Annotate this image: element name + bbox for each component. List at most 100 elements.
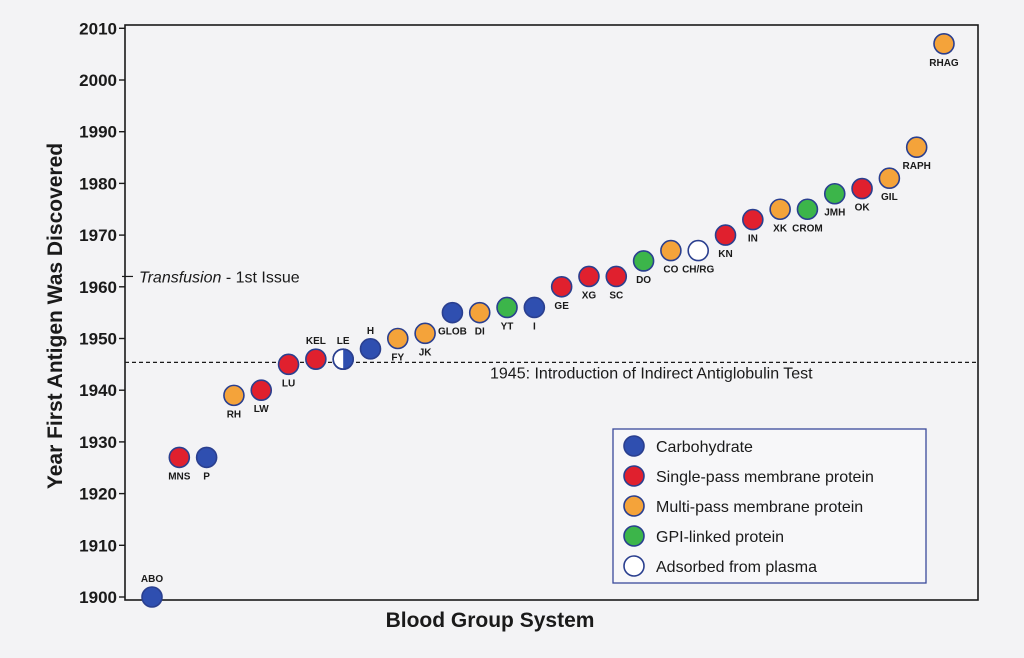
legend-label-single: Single-pass membrane protein	[656, 469, 874, 486]
point-glob: GLOB	[438, 301, 467, 338]
point-h: H	[359, 326, 382, 360]
point-jk: JK	[414, 322, 436, 358]
point-p: P	[195, 446, 218, 482]
point-label: RH	[227, 409, 241, 420]
point-label: KN	[718, 249, 732, 260]
y-axis-title: Year First Antigen Was Discovered	[44, 143, 67, 489]
point-in: IN	[742, 208, 764, 245]
point-label: DI	[475, 327, 485, 338]
point-marker	[905, 136, 928, 159]
antiglobulin-test-label: 1945: Introduction of Indirect Antiglobu…	[490, 365, 813, 382]
point-label: XG	[582, 290, 597, 301]
point-rhag: RHAG	[929, 33, 959, 69]
point-i: I	[523, 296, 546, 332]
point-marker	[687, 239, 710, 262]
point-marker	[359, 338, 382, 360]
point-marker	[605, 265, 628, 288]
point-fy: FY	[386, 327, 409, 364]
y-tick-label: 1970	[79, 226, 117, 245]
point-marker	[632, 250, 655, 272]
annotations: 1945: Introduction of Indirect Antiglobu…	[122, 269, 978, 382]
point-abo: ABO	[141, 574, 163, 608]
point-raph: RAPH	[903, 136, 931, 172]
point-sc: SC	[605, 265, 628, 301]
point-marker	[796, 198, 819, 221]
point-marker	[550, 275, 573, 298]
point-outline	[332, 348, 354, 370]
point-rh: RH	[223, 384, 245, 420]
point-label: YT	[501, 321, 514, 332]
point-xk: XK	[769, 198, 791, 234]
point-kel: KEL	[305, 336, 327, 370]
legend-box	[612, 428, 927, 584]
point-crom: CROM	[792, 198, 823, 234]
point-di: DI	[468, 301, 491, 338]
point-marker	[386, 327, 409, 350]
point-marker	[742, 208, 764, 231]
y-tick-label: 1960	[79, 278, 117, 297]
legend-swatch-multi	[623, 495, 645, 517]
point-label: H	[367, 326, 374, 337]
point-label: LU	[282, 378, 295, 389]
y-tick-label: 1910	[79, 536, 117, 555]
point-label: RAPH	[903, 161, 931, 172]
point-marker	[277, 353, 300, 376]
point-label: CO	[663, 265, 678, 276]
y-axis-ticks: 1900 1910 1920 1930 1940 1950 1960 1970 1980 1990…	[79, 19, 125, 607]
point-marker	[823, 182, 846, 205]
point-marker	[578, 265, 600, 288]
point-marker	[496, 296, 518, 319]
point-kn: KN	[714, 224, 737, 260]
point-label: CH/RG	[682, 265, 714, 276]
y-tick-label: 1990	[79, 123, 117, 142]
point-marker	[195, 446, 218, 469]
point-marker	[660, 239, 682, 262]
point-marker	[878, 167, 901, 190]
legend: Carbohydrate Single-pass membrane protein…	[612, 428, 927, 584]
point-marker	[168, 446, 191, 469]
point-label: P	[203, 471, 210, 482]
y-tick-label: 2000	[79, 71, 117, 90]
point-label: KEL	[306, 336, 326, 347]
y-tick-label: 1920	[79, 485, 117, 504]
legend-label-multi: Multi-pass membrane protein	[656, 499, 863, 516]
legend-label-plasma: Adsorbed from plasma	[656, 559, 817, 576]
x-axis-title: Blood Group System	[386, 609, 595, 632]
point-marker	[523, 296, 546, 319]
point-xg: XG	[578, 265, 600, 301]
point-marker	[250, 379, 273, 402]
y-tick-label: 1940	[79, 381, 117, 400]
legend-swatch-gpi	[623, 525, 645, 547]
point-label: JMH	[824, 208, 845, 219]
point-le: LE	[332, 336, 354, 370]
point-do: DO	[632, 250, 655, 286]
point-ge: GE	[550, 275, 573, 312]
point-mns: MNS	[168, 446, 191, 482]
point-marker	[414, 322, 436, 345]
point-label: LW	[254, 404, 270, 415]
point-label: ABO	[141, 574, 163, 585]
point-marker-half	[343, 349, 354, 370]
point-marker	[223, 384, 245, 407]
point-yt: YT	[496, 296, 518, 332]
point-label: OK	[855, 203, 871, 214]
legend-label-gpi: GPI-linked protein	[656, 529, 784, 546]
point-ch-rg: CH/RG	[682, 239, 715, 276]
point-label: MNS	[168, 471, 191, 482]
point-co: CO	[660, 239, 682, 276]
point-label: I	[533, 321, 536, 332]
legend-swatch-carbohydrate	[623, 435, 645, 457]
point-label: GE	[554, 301, 569, 312]
point-lw: LW	[250, 379, 273, 415]
transfusion-label: Transfusion - 1st Issue	[139, 269, 300, 286]
point-marker	[933, 33, 955, 55]
point-marker	[769, 198, 791, 221]
point-label: LE	[337, 336, 350, 347]
point-ok: OK	[851, 177, 873, 214]
point-marker	[441, 301, 464, 324]
transfusion-italic: Transfusion	[139, 269, 222, 286]
y-tick-label: 1980	[79, 174, 117, 193]
point-jmh: JMH	[823, 182, 846, 219]
point-marker	[468, 301, 491, 324]
